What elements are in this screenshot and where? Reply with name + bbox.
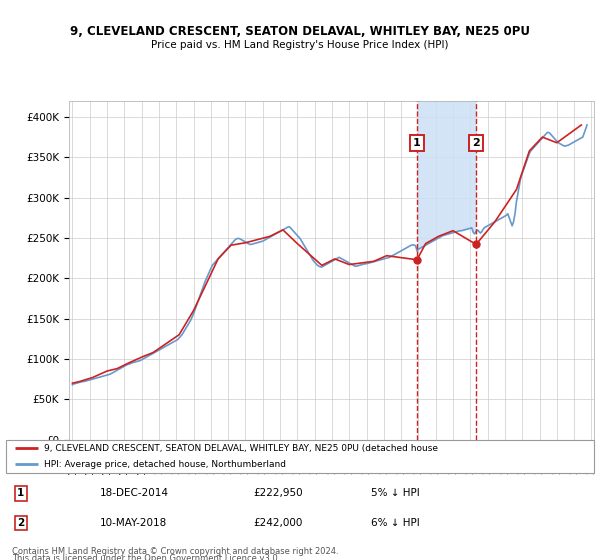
- Text: 9, CLEVELAND CRESCENT, SEATON DELAVAL, WHITLEY BAY, NE25 0PU: 9, CLEVELAND CRESCENT, SEATON DELAVAL, W…: [70, 25, 530, 38]
- Text: 18-DEC-2014: 18-DEC-2014: [100, 488, 169, 498]
- Text: 10-MAY-2018: 10-MAY-2018: [100, 518, 167, 528]
- FancyBboxPatch shape: [6, 440, 594, 473]
- Text: 1: 1: [17, 488, 25, 498]
- Text: Price paid vs. HM Land Registry's House Price Index (HPI): Price paid vs. HM Land Registry's House …: [151, 40, 449, 50]
- Text: £242,000: £242,000: [253, 518, 302, 528]
- Text: 1: 1: [413, 138, 421, 148]
- Text: HPI: Average price, detached house, Northumberland: HPI: Average price, detached house, Nort…: [44, 460, 286, 469]
- Text: £222,950: £222,950: [253, 488, 302, 498]
- Text: This data is licensed under the Open Government Licence v3.0.: This data is licensed under the Open Gov…: [12, 554, 280, 560]
- Text: 2: 2: [17, 518, 25, 528]
- Text: 5% ↓ HPI: 5% ↓ HPI: [371, 488, 419, 498]
- Text: 9, CLEVELAND CRESCENT, SEATON DELAVAL, WHITLEY BAY, NE25 0PU (detached house: 9, CLEVELAND CRESCENT, SEATON DELAVAL, W…: [44, 444, 438, 453]
- Text: 6% ↓ HPI: 6% ↓ HPI: [371, 518, 419, 528]
- Text: Contains HM Land Registry data © Crown copyright and database right 2024.: Contains HM Land Registry data © Crown c…: [12, 547, 338, 556]
- Text: 2: 2: [472, 138, 480, 148]
